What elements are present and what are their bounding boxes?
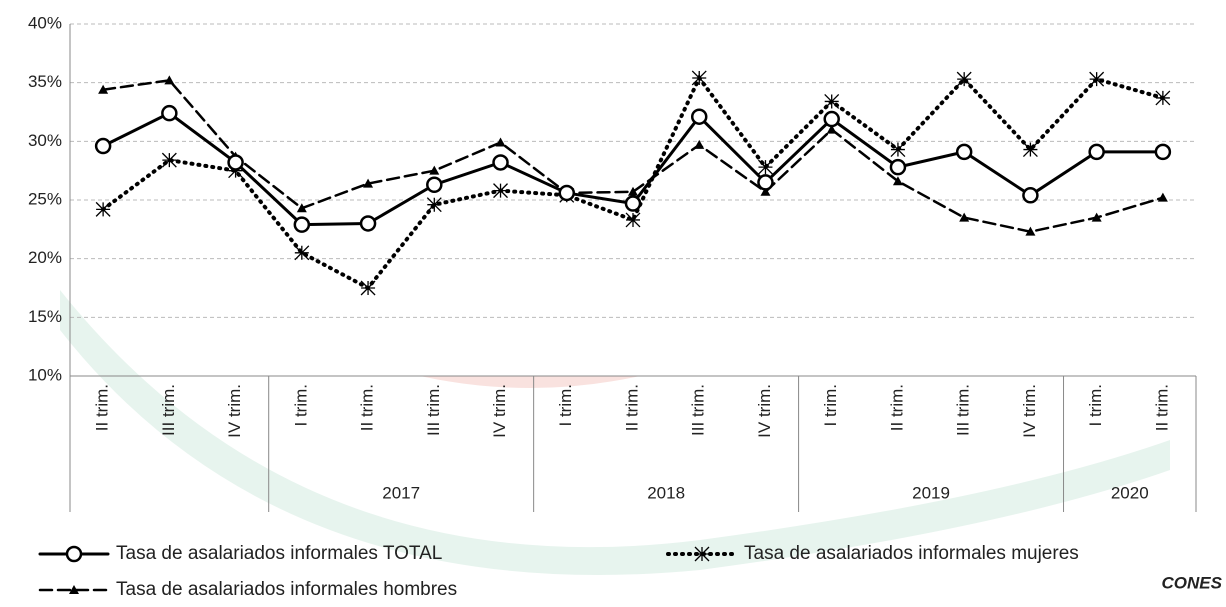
x-tick-label: III trim. (689, 384, 708, 436)
x-tick-label: IV trim. (1020, 384, 1039, 438)
marker (892, 176, 903, 186)
x-tick-label: II trim. (622, 384, 641, 431)
watermark-text: CONES (1162, 573, 1223, 592)
x-tick-label: II trim. (93, 384, 112, 431)
y-tick-label: 10% (28, 365, 62, 384)
marker (1091, 212, 1102, 222)
x-tick-label: IV trim. (225, 384, 244, 438)
marker (363, 178, 374, 188)
x-tick-label: IV trim. (490, 384, 509, 438)
marker (426, 197, 442, 213)
marker (955, 143, 973, 161)
marker (691, 70, 707, 86)
marker (293, 216, 311, 233)
marker (628, 186, 638, 196)
marker (1157, 192, 1168, 202)
marker (296, 203, 307, 213)
marker (690, 108, 708, 125)
marker (161, 104, 178, 122)
marker (492, 154, 509, 171)
legend-label: Tasa de asalariados informales TOTAL (116, 543, 442, 564)
marker (694, 139, 705, 149)
marker (889, 158, 907, 176)
marker (95, 201, 111, 217)
y-tick-label: 40% (28, 13, 62, 32)
marker (1025, 226, 1036, 236)
x-tick-label: I trim. (1086, 384, 1105, 427)
y-tick-label: 25% (28, 189, 62, 208)
x-tick-label: IV trim. (755, 384, 774, 438)
year-label: 2017 (382, 483, 420, 502)
year-label: 2019 (912, 483, 950, 502)
x-tick-label: III trim. (159, 384, 178, 436)
y-tick-label: 15% (28, 307, 62, 326)
marker (558, 184, 576, 202)
marker (824, 93, 840, 109)
legend-marker (69, 585, 79, 594)
marker (890, 142, 906, 158)
marker (493, 183, 508, 199)
watermark-shape (420, 376, 640, 388)
marker (359, 215, 377, 232)
x-tick-label: I trim. (291, 384, 310, 427)
x-tick-label: I trim. (556, 384, 575, 427)
marker (426, 176, 443, 193)
marker (1155, 90, 1171, 106)
x-tick-label: II trim. (358, 384, 377, 431)
marker (757, 174, 774, 191)
marker (959, 212, 970, 222)
x-tick-label: II trim. (887, 384, 906, 431)
marker (1088, 143, 1105, 161)
legend-label: Tasa de asalariados informales mujeres (744, 543, 1079, 564)
legend-marker (694, 546, 710, 562)
legend: Tasa de asalariados informales TOTAL Tasa… (38, 543, 1079, 600)
marker (495, 137, 506, 147)
y-tick-label: 30% (28, 131, 62, 150)
marker (227, 154, 244, 171)
x-tick-label: III trim. (424, 384, 443, 436)
marker (1022, 142, 1038, 158)
marker (758, 159, 773, 175)
marker (1089, 71, 1105, 87)
marker (826, 124, 837, 134)
year-label: 2018 (647, 483, 685, 502)
marker (760, 186, 771, 196)
y-tick-label: 35% (28, 72, 62, 91)
marker (956, 71, 972, 87)
x-tick-label: III trim. (954, 384, 973, 436)
marker (429, 165, 440, 175)
marker (1154, 143, 1172, 161)
legend-marker (65, 545, 83, 563)
marker (823, 110, 840, 128)
marker (94, 137, 112, 155)
legend-label: Tasa de asalariados informales hombres (116, 579, 457, 600)
marker (98, 84, 109, 94)
marker (1022, 187, 1039, 204)
series-line (101, 74, 1165, 291)
marker (164, 75, 175, 85)
marker (161, 152, 177, 168)
x-tick-label: II trim. (1152, 384, 1171, 431)
marker (624, 195, 642, 212)
y-tick-label: 20% (28, 248, 62, 267)
marker (625, 212, 641, 228)
watermark-shape (60, 290, 1170, 575)
year-label: 2020 (1111, 483, 1149, 502)
marker (294, 245, 310, 261)
x-tick-label: I trim. (821, 384, 840, 427)
marker (360, 280, 376, 296)
